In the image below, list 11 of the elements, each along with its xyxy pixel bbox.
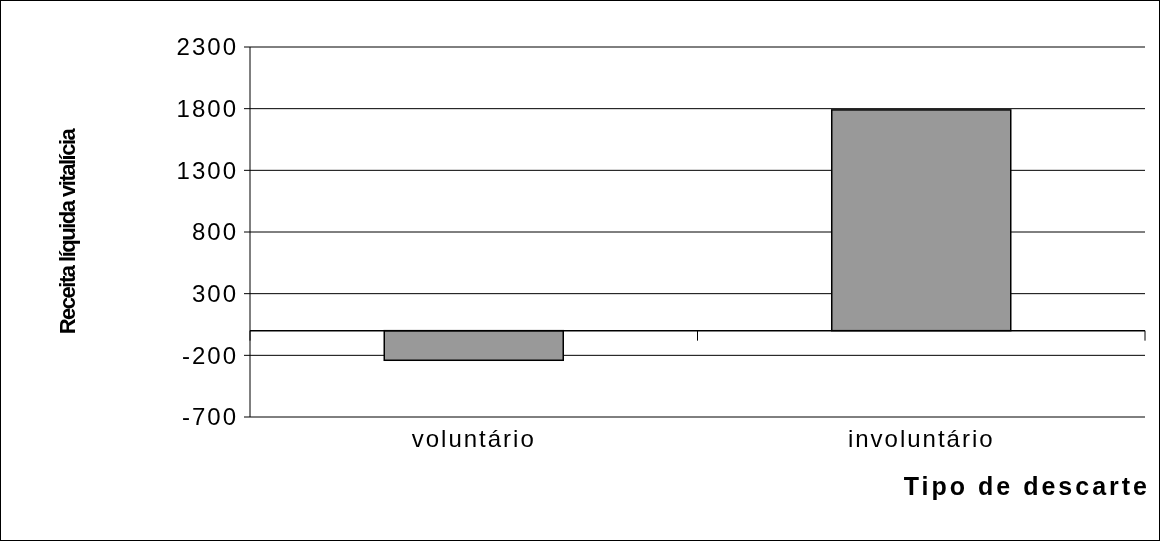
y-tick-label: 800 <box>191 218 238 246</box>
x-axis-title: Tipo de descarte <box>903 472 1150 500</box>
x-tick-label: voluntário <box>411 425 536 452</box>
y-tick-label: 300 <box>191 280 238 308</box>
y-tick-label: 1300 <box>176 156 238 184</box>
x-tick-label: involuntário <box>847 425 995 452</box>
y-tick-label: -200 <box>181 341 238 369</box>
y-axis-title: Receita líquida vitalícia <box>55 127 80 335</box>
y-tick-label: -700 <box>181 403 238 431</box>
y-tick-label: 2300 <box>176 33 238 61</box>
y-tick-label: 1800 <box>176 95 238 123</box>
